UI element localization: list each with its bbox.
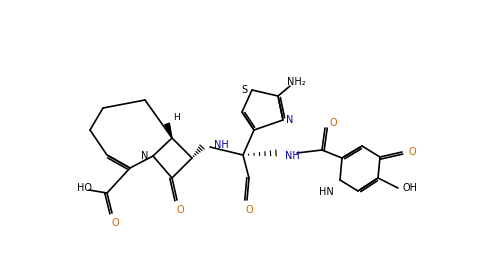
- Text: O: O: [408, 147, 416, 157]
- Polygon shape: [165, 123, 172, 138]
- Text: N: N: [142, 151, 149, 161]
- Text: N: N: [286, 115, 294, 125]
- Text: S: S: [241, 85, 247, 95]
- Text: O: O: [329, 118, 337, 128]
- Text: HO: HO: [77, 183, 93, 193]
- Text: NH₂: NH₂: [287, 77, 305, 87]
- Text: H: H: [173, 113, 180, 123]
- Text: O: O: [245, 205, 253, 215]
- Text: O: O: [111, 218, 119, 228]
- Text: HN: HN: [319, 187, 333, 197]
- Text: OH: OH: [402, 183, 417, 193]
- Text: NH: NH: [285, 151, 300, 161]
- Text: NH: NH: [214, 140, 229, 150]
- Text: O: O: [176, 205, 184, 215]
